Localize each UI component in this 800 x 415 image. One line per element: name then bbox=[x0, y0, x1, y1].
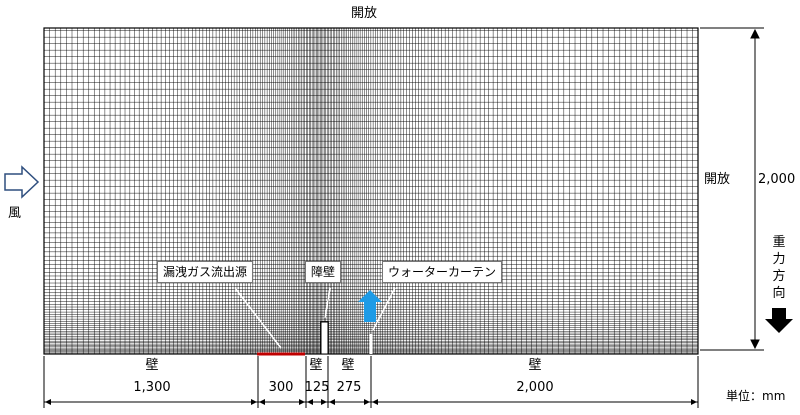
dimension-arrow-right-2 bbox=[321, 399, 327, 405]
leader-barrier bbox=[324, 287, 331, 319]
wind-label: 風 bbox=[8, 206, 22, 221]
leader-water bbox=[372, 287, 396, 331]
barrier-wall bbox=[320, 321, 329, 355]
leak-source-callout: 漏洩ガス流出源 bbox=[157, 261, 254, 283]
segment-5-length: 2,000 bbox=[516, 380, 554, 395]
segment-1-length: 1,300 bbox=[133, 380, 171, 395]
dimension-arrow-left-4 bbox=[372, 399, 378, 405]
segment-4-label: 壁 bbox=[341, 358, 355, 373]
right-boundary-label: 開放 bbox=[704, 172, 731, 187]
height-dimension bbox=[700, 27, 764, 351]
segment-3-label: 壁 bbox=[309, 358, 323, 373]
top-boundary-label: 開放 bbox=[350, 6, 378, 21]
dimension-arrow-left-0 bbox=[45, 399, 51, 405]
barrier-callout: 障壁 bbox=[305, 261, 342, 283]
segment-1-label: 壁 bbox=[145, 358, 159, 373]
segment-5-label: 壁 bbox=[528, 358, 542, 373]
dimension-arrow-left-2 bbox=[307, 399, 313, 405]
dimension-arrow-left-1 bbox=[259, 399, 265, 405]
gravity-label: 重力方向 bbox=[772, 235, 786, 301]
water-curtain-callout: ウォーターカーテン bbox=[382, 261, 503, 283]
dimension-arrow-right-0 bbox=[251, 399, 257, 405]
dimension-arrow-right-4 bbox=[691, 399, 697, 405]
wind-arrow-icon bbox=[4, 165, 40, 199]
gravity-arrow-icon bbox=[765, 308, 793, 333]
segment-3-length: 125 bbox=[304, 380, 330, 395]
water-curtain-arrow-icon bbox=[358, 290, 382, 322]
dimension-arrow-right-1 bbox=[299, 399, 305, 405]
segment-4-length: 275 bbox=[336, 380, 362, 395]
height-value-label: 2,000 bbox=[758, 172, 796, 188]
dimension-arrow-left-3 bbox=[329, 399, 335, 405]
width-dimensions bbox=[43, 356, 699, 408]
dimension-arrow-right-3 bbox=[364, 399, 370, 405]
leader-leak bbox=[234, 287, 282, 349]
segment-2-length: 300 bbox=[268, 380, 294, 395]
unit-label: 単位：mm bbox=[726, 389, 786, 403]
